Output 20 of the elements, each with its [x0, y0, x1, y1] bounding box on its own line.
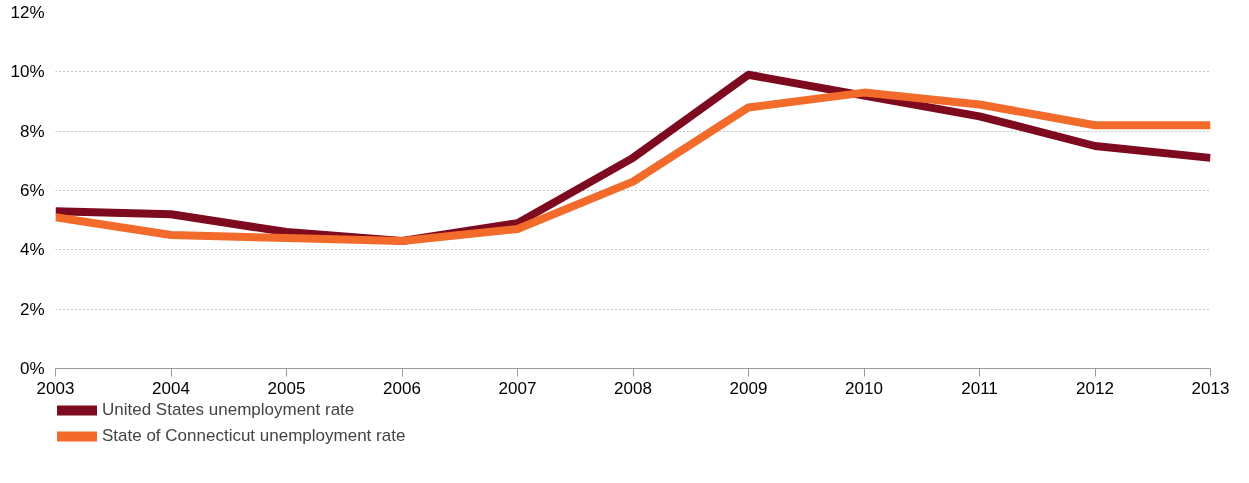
x-tick-label: 2008	[614, 378, 652, 398]
y-tick-label: 12%	[10, 3, 45, 22]
x-tick-label: 2009	[729, 378, 768, 398]
x-tick-label: 2011	[961, 378, 998, 398]
x-tick-label: 2003	[36, 378, 75, 398]
x-tick-label: 2012	[1076, 378, 1114, 398]
y-tick-label: 8%	[19, 121, 45, 141]
legend-label: United States unemployment rate	[102, 400, 355, 420]
y-tick-label: 4%	[19, 240, 45, 260]
x-tick-label: 2013	[1191, 378, 1230, 398]
y-tick-label: 10%	[10, 62, 45, 82]
x-tick-label: 2005	[267, 378, 306, 398]
y-tick-label: 2%	[19, 299, 45, 319]
y-tick-label: 6%	[19, 181, 45, 200]
x-tick-label: 2004	[152, 378, 190, 398]
x-tick-label: 2007	[498, 378, 537, 398]
legend-label: State of Connecticut unemployment rate	[102, 426, 406, 446]
x-tick-label: 2010	[845, 378, 883, 398]
x-tick-label: 2006	[383, 378, 421, 398]
y-tick-label: 0%	[19, 359, 45, 378]
